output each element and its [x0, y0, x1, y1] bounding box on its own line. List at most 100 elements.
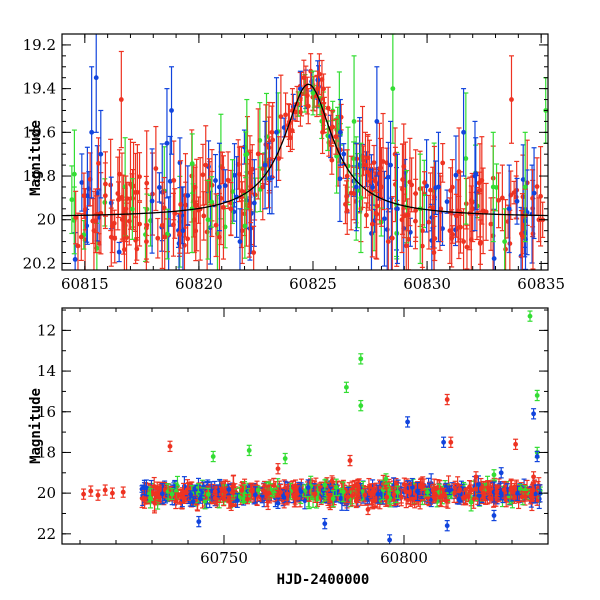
top-data-point	[453, 172, 459, 178]
top-data-point	[171, 178, 177, 183]
top-data-point	[144, 180, 150, 186]
top-data-point	[531, 190, 537, 196]
top-data-point	[333, 134, 339, 140]
top-data-point	[358, 195, 364, 201]
top-data-point	[162, 234, 168, 240]
top-data-point	[149, 198, 155, 204]
top-panel-x-tick-label: 60835	[517, 275, 565, 293]
top-data-point	[137, 174, 142, 180]
top-data-point	[363, 162, 368, 168]
top-data-point	[115, 191, 121, 196]
top-data-point	[413, 191, 419, 196]
top-data-point	[374, 211, 380, 217]
top-data-point	[370, 184, 375, 190]
top-data-point	[304, 93, 310, 98]
top-data-point	[315, 86, 320, 92]
top-data-point	[477, 241, 483, 246]
top-data-point	[496, 197, 501, 203]
top-data-point	[436, 184, 441, 190]
top-data-point	[444, 199, 450, 205]
top-data-point	[75, 243, 81, 249]
top-panel-y-tick-label: 19.4	[23, 80, 56, 98]
top-data-point	[420, 228, 425, 234]
top-data-point	[73, 215, 79, 220]
top-data-point	[422, 180, 427, 185]
top-data-point	[514, 198, 520, 204]
top-data-point	[447, 228, 453, 234]
top-data-point	[365, 155, 371, 161]
top-data-point	[310, 90, 316, 96]
top-data-point	[153, 166, 159, 171]
top-panel-x-tick-label: 60815	[61, 275, 109, 293]
top-data-point	[81, 193, 87, 199]
top-data-point	[390, 86, 396, 92]
top-panel-x-tick-label: 60830	[403, 275, 451, 293]
top-data-point	[456, 169, 462, 175]
top-data-point	[108, 200, 114, 206]
top-data-point	[389, 235, 395, 241]
top-data-point	[269, 129, 275, 135]
top-data-point	[429, 215, 435, 220]
top-data-point	[159, 222, 165, 228]
top-data-point	[440, 160, 446, 166]
top-data-point	[79, 180, 85, 185]
top-data-point	[305, 103, 311, 109]
top-data-point	[395, 206, 400, 212]
top-data-point	[71, 171, 77, 177]
top-data-point	[232, 172, 237, 178]
top-data-point	[369, 231, 374, 236]
bottom-data-point	[517, 486, 523, 491]
top-data-point	[69, 197, 75, 203]
top-data-point	[178, 202, 184, 207]
top-data-point	[522, 184, 528, 190]
top-panel-y-tick-label: 19.2	[23, 36, 56, 54]
bottom-data-point	[242, 491, 248, 497]
top-data-point	[385, 239, 391, 244]
top-data-point	[167, 178, 173, 184]
top-data-point	[213, 178, 218, 183]
top-data-point	[201, 213, 207, 219]
top-data-point	[144, 239, 149, 244]
top-data-point	[116, 249, 122, 255]
top-data-point	[283, 112, 289, 118]
top-data-point	[102, 193, 108, 199]
top-data-point	[108, 234, 114, 240]
top-data-point	[519, 233, 525, 239]
top-data-point	[185, 193, 191, 198]
top-data-point	[509, 97, 514, 102]
top-data-point	[267, 175, 272, 181]
top-data-point	[479, 178, 485, 183]
top-data-point	[133, 190, 138, 195]
top-data-point	[438, 206, 444, 212]
top-data-point	[209, 199, 215, 205]
top-data-point	[237, 239, 243, 244]
top-data-point	[456, 225, 462, 230]
top-data-point	[169, 108, 174, 113]
top-data-point	[534, 184, 540, 189]
top-panel-x-tick-label: 60820	[175, 275, 223, 293]
top-panel-y-axis-label: Magnitude	[28, 120, 44, 196]
top-data-point	[221, 205, 226, 210]
bottom-data-point	[395, 489, 401, 495]
top-data-point	[399, 217, 405, 223]
top-data-point	[472, 173, 478, 179]
top-data-point	[341, 151, 347, 157]
top-data-point	[94, 211, 100, 217]
top-data-point	[490, 184, 496, 190]
top-data-point	[503, 246, 508, 252]
top-data-point	[371, 160, 377, 166]
top-data-point	[276, 156, 282, 161]
top-data-point	[507, 241, 513, 246]
top-data-point	[491, 256, 497, 261]
top-data-point	[461, 239, 466, 244]
top-data-point	[244, 151, 250, 157]
top-data-point	[228, 206, 234, 212]
top-data-point	[351, 119, 357, 124]
bottom-data-point	[534, 498, 540, 504]
bottom-data-point	[302, 488, 308, 494]
top-data-point	[248, 184, 254, 189]
top-data-point	[171, 222, 176, 228]
top-data-point	[222, 183, 228, 189]
top-data-point	[134, 246, 140, 252]
top-data-point	[213, 222, 219, 228]
